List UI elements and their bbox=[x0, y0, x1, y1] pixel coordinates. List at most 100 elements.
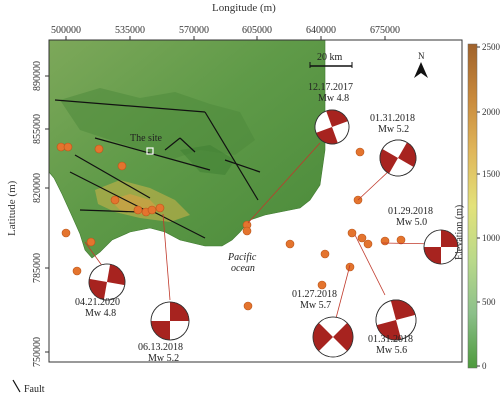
fault-line bbox=[74, 154, 151, 199]
elevation-tick-label: 1500 bbox=[482, 169, 500, 179]
beachball-rim bbox=[150, 301, 190, 341]
focal-mechanisms bbox=[88, 109, 459, 358]
fault-legend-icon bbox=[12, 379, 21, 393]
event-magnitude: Mw 5.6 bbox=[376, 345, 407, 356]
beachball bbox=[312, 316, 354, 358]
x-tick-label: 675000 bbox=[370, 25, 400, 36]
event-date: 01.27.2018 bbox=[292, 289, 337, 300]
beachball bbox=[379, 139, 417, 177]
beachball-quadrant bbox=[170, 302, 189, 321]
beachball-rim bbox=[314, 109, 350, 145]
epicenter-point bbox=[94, 144, 104, 154]
fault-line bbox=[69, 171, 146, 211]
beachball-rim bbox=[379, 139, 417, 177]
fault-line bbox=[79, 209, 141, 213]
site-label: The site bbox=[130, 133, 162, 144]
x-axis-ticks: 500000 535000 570000 605000 640000 675000 bbox=[51, 25, 400, 40]
x-tick-label: 535000 bbox=[115, 25, 145, 36]
elevation-colorbar bbox=[467, 43, 478, 369]
event-magnitude: Mw 5.2 bbox=[378, 124, 409, 135]
map-area: The site Pacific ocean 20 km N 12.17.201… bbox=[48, 39, 463, 364]
fault-line bbox=[164, 137, 181, 151]
epicenter-point bbox=[155, 203, 165, 213]
elevation-ticks: 2500 2000 1500 1000 500 0 bbox=[477, 42, 500, 371]
beachball-quadrant bbox=[313, 322, 333, 352]
epicenter-point bbox=[133, 205, 143, 215]
x-axis-title: Longitude (m) bbox=[212, 2, 276, 14]
elevation-title: Elevation (m) bbox=[454, 205, 465, 260]
beachball-quadrant bbox=[326, 110, 348, 127]
event-magnitude: Mw 5.2 bbox=[148, 353, 179, 364]
ocean-label-line1: Pacific bbox=[227, 252, 257, 263]
beachball bbox=[314, 109, 350, 145]
epicenter-point bbox=[117, 161, 127, 171]
x-tick-label: 640000 bbox=[306, 25, 336, 36]
fault-legend-label: Fault bbox=[24, 384, 45, 395]
event-date: 01.31.2018 bbox=[368, 334, 413, 345]
epicenter-point bbox=[396, 235, 406, 245]
fault-line bbox=[224, 159, 261, 173]
beachball-quadrant bbox=[424, 247, 441, 264]
elevation-tick-label: 2500 bbox=[482, 42, 500, 52]
beachball-quadrant bbox=[107, 264, 125, 286]
event-magnitude: Mw 5.7 bbox=[300, 300, 331, 311]
epicenter-points bbox=[56, 142, 406, 311]
elevation-tick-label: 1000 bbox=[482, 233, 500, 243]
beachball-rim bbox=[88, 263, 126, 301]
event-date: 01.29.2018 bbox=[388, 206, 433, 217]
y-axis-title: Latitude (m) bbox=[6, 180, 18, 236]
beachball-quadrant bbox=[333, 322, 353, 352]
epicenter-point bbox=[347, 228, 357, 238]
epicenter-point bbox=[72, 266, 82, 276]
epicenter-point bbox=[380, 236, 390, 246]
y-tick-label: 750000 bbox=[32, 337, 43, 367]
beachball-quadrant bbox=[441, 230, 458, 247]
event-magnitude: Mw 4.8 bbox=[318, 93, 349, 104]
beachball-quadrant bbox=[89, 278, 107, 300]
beachball bbox=[150, 301, 190, 341]
beachball bbox=[423, 229, 459, 265]
event-date: 04.21.2020 bbox=[75, 297, 120, 308]
north-arrow-icon bbox=[414, 62, 428, 78]
north-label: N bbox=[418, 51, 425, 61]
epicenter-point bbox=[243, 301, 253, 311]
epicenter-point bbox=[147, 205, 157, 215]
fault-lines bbox=[54, 99, 261, 239]
epicenter-point bbox=[242, 226, 252, 236]
x-tick-label: 570000 bbox=[179, 25, 209, 36]
leader-line bbox=[247, 142, 321, 224]
epicenter-point bbox=[320, 249, 330, 259]
fault-line bbox=[149, 209, 206, 239]
y-axis-ticks: 890000 855000 820000 785000 750000 bbox=[32, 61, 49, 367]
epicenter-point bbox=[317, 280, 327, 290]
mountain-ridge bbox=[60, 88, 255, 160]
beachball-quadrant bbox=[398, 142, 416, 167]
epicenter-point bbox=[86, 237, 96, 247]
event-date: 01.31.2018 bbox=[370, 113, 415, 124]
epicenter-point bbox=[357, 233, 367, 243]
leader-line bbox=[162, 213, 171, 301]
ocean-label-line2: ocean bbox=[231, 263, 255, 274]
beachball-quadrant bbox=[380, 149, 398, 174]
y-tick-label: 855000 bbox=[32, 114, 43, 144]
y-tick-label: 785000 bbox=[32, 253, 43, 283]
event-date: 06.13.2018 bbox=[138, 342, 183, 353]
leader-line bbox=[354, 234, 386, 296]
leader-line bbox=[334, 264, 351, 323]
x-tick-label: 605000 bbox=[242, 25, 272, 36]
beachball-rim bbox=[375, 299, 417, 341]
event-magnitude: Mw 5.0 bbox=[396, 217, 427, 228]
elevation-tick-label: 2000 bbox=[482, 107, 500, 117]
x-tick-label: 500000 bbox=[51, 25, 81, 36]
elevation-tick-label: 500 bbox=[482, 297, 496, 307]
fault-line bbox=[179, 137, 196, 153]
forest-patch bbox=[180, 145, 235, 175]
beachball bbox=[88, 263, 126, 301]
fault-line bbox=[54, 99, 206, 113]
beachball bbox=[375, 299, 417, 341]
event-magnitude: Mw 4.8 bbox=[85, 308, 116, 319]
site-marker bbox=[146, 147, 154, 155]
epicenter-point bbox=[110, 195, 120, 205]
scale-bar-label: 20 km bbox=[317, 52, 343, 63]
